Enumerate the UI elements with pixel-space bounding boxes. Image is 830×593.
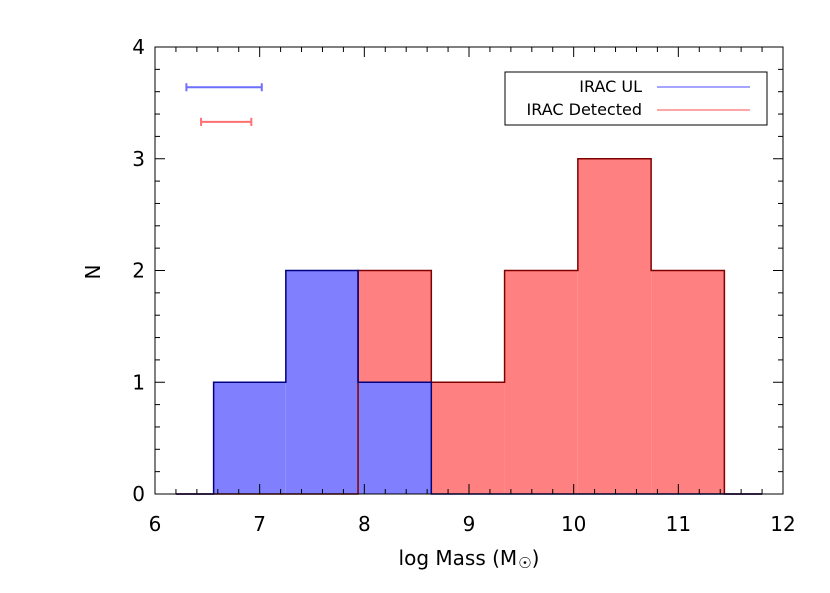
- x-tick-label: 9: [463, 512, 476, 536]
- x-axis-label-main: log Mass (M: [399, 546, 518, 570]
- bar-irac-detected-7: [651, 270, 725, 494]
- histogram-bars: [213, 158, 725, 494]
- legend-label-irac-detected: IRAC Detected: [527, 100, 642, 119]
- y-tick-label: 4: [132, 35, 145, 59]
- x-tick-label: 6: [149, 512, 162, 536]
- y-tick-label: 0: [132, 482, 145, 506]
- y-tick-label: 3: [132, 147, 145, 171]
- legend: IRAC UL IRAC Detected: [504, 71, 768, 126]
- x-tick-label: 7: [253, 512, 266, 536]
- x-tick-label: 8: [358, 512, 371, 536]
- x-axis-label: log Mass (M☉): [399, 546, 540, 572]
- bar-irac-detected-5: [504, 270, 578, 494]
- x-axis-label-close: ): [532, 546, 540, 570]
- bar-irac-detected-6: [577, 158, 652, 494]
- legend-box: [504, 71, 768, 126]
- bar-irac-ul-1: [213, 382, 286, 494]
- legend-label-irac-ul: IRAC UL: [579, 77, 642, 96]
- sun-symbol-icon: ☉: [518, 554, 531, 572]
- x-tick-label: 10: [561, 512, 586, 536]
- bar-irac-ul-2: [285, 270, 359, 494]
- y-tick-label: 1: [132, 370, 145, 394]
- error-bars: [185, 83, 263, 126]
- y-tick-label: 2: [132, 259, 145, 283]
- y-axis-label: N: [81, 265, 105, 280]
- x-tick-label: 11: [666, 512, 691, 536]
- x-tick-label: 12: [770, 512, 795, 536]
- bar-irac-detected-4: [431, 382, 505, 494]
- bar-irac-ul-3: [358, 382, 432, 494]
